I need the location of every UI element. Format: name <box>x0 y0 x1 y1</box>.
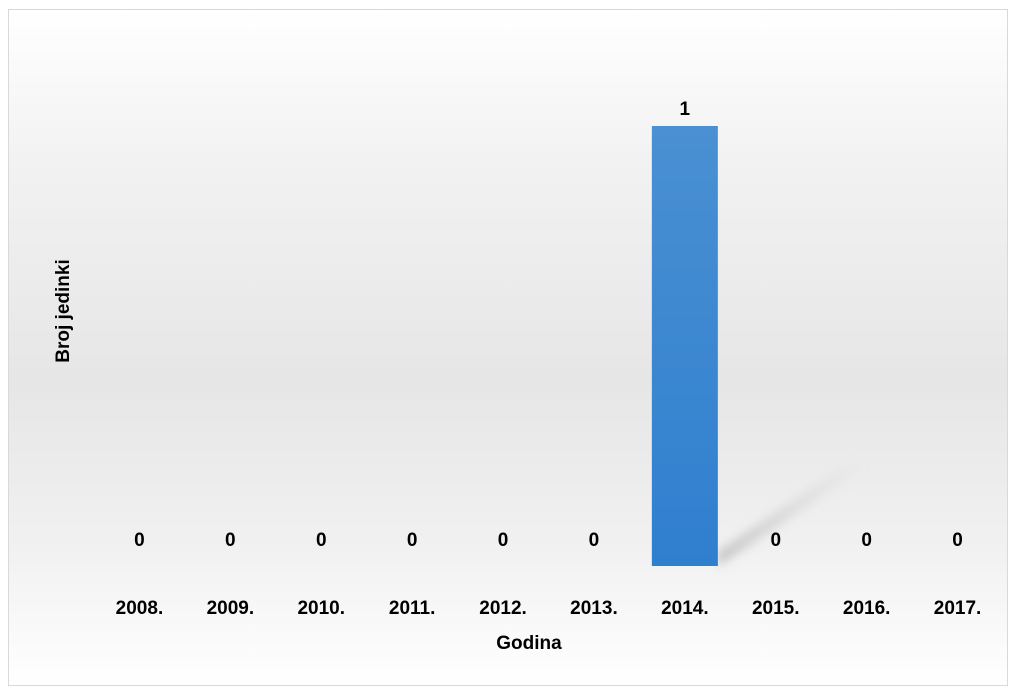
chart-area <box>8 9 1008 686</box>
bar <box>651 126 718 566</box>
bar-shadow <box>717 462 868 566</box>
x-tick-label: 2011. <box>389 598 436 619</box>
x-tick-label: 2009. <box>207 598 255 619</box>
x-tick-label: 2008. <box>116 598 164 619</box>
data-label: 0 <box>407 530 418 551</box>
data-label: 0 <box>225 530 236 551</box>
y-axis-title: Broj jedinki <box>53 259 74 362</box>
x-tick-label: 2013. <box>570 598 618 619</box>
data-label: 0 <box>770 530 781 551</box>
x-tick-label: 2014. <box>661 598 709 619</box>
x-tick-label: 2012. <box>479 598 527 619</box>
x-tick-label: 2017. <box>934 598 982 619</box>
data-label: 0 <box>498 530 509 551</box>
x-axis-title: Godina <box>496 633 562 654</box>
data-label: 0 <box>589 530 600 551</box>
x-tick-label: 2015. <box>752 598 800 619</box>
data-label: 0 <box>134 530 145 551</box>
x-tick-label: 2010. <box>297 598 345 619</box>
data-label: 0 <box>316 530 327 551</box>
x-tick-label: 2016. <box>843 598 891 619</box>
data-label: 0 <box>861 530 872 551</box>
data-label: 0 <box>952 530 963 551</box>
data-label: 1 <box>680 99 691 120</box>
